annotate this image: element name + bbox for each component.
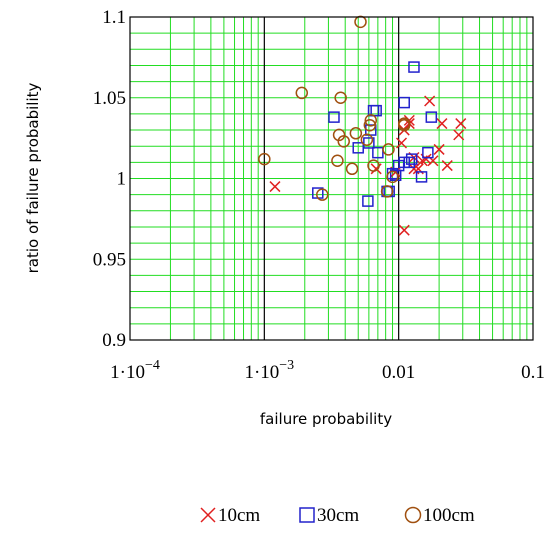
- data-point-100cm: [382, 143, 395, 156]
- legend-marker-100cm: [404, 506, 422, 524]
- marker-stroke: [455, 118, 467, 130]
- data-point-10cm: [269, 181, 281, 193]
- data-point-100cm: [386, 170, 399, 184]
- data-point-30cm: [328, 111, 340, 123]
- y-tick-label: 1.1: [102, 7, 126, 28]
- marker-stroke: [395, 137, 408, 149]
- legend-marker-10cm: [200, 507, 216, 523]
- data-point-100cm: [354, 15, 367, 29]
- y-tick-label: 0.95: [93, 249, 126, 270]
- y-tick-label: 1.05: [93, 88, 126, 109]
- data-point-100cm: [349, 127, 363, 140]
- points-layer: [258, 15, 467, 236]
- data-point-10cm: [453, 129, 465, 141]
- marker-stroke: [453, 129, 465, 141]
- data-point-30cm: [370, 104, 382, 117]
- y-tick-label: 0.9: [102, 330, 126, 351]
- ticks-layer: 0.9 0.95 1 1.05 1.1 1·10−4 1·10−3 0.01 0.1: [93, 7, 545, 383]
- x-tick-label: 1·10−3: [244, 358, 294, 383]
- data-point-100cm: [397, 118, 411, 132]
- data-point-10cm: [398, 224, 410, 236]
- data-point-10cm: [455, 118, 467, 130]
- marker-stroke: [427, 155, 439, 167]
- data-point-10cm: [441, 160, 453, 172]
- marker-stroke: [398, 224, 410, 236]
- series-100cm: [258, 15, 411, 201]
- grid-layer: [130, 16, 533, 341]
- data-point-30cm: [398, 96, 410, 109]
- data-point-100cm: [345, 162, 359, 176]
- data-point-100cm: [367, 159, 380, 172]
- marker-stroke: [269, 181, 281, 193]
- marker-stroke: [433, 143, 445, 155]
- legend: 10cm 30cm 100cm: [200, 505, 475, 526]
- x-tick-label: 0.01: [382, 362, 415, 383]
- marker-stroke: [420, 153, 432, 165]
- marker-stroke: [200, 507, 216, 523]
- data-point-30cm: [422, 146, 434, 159]
- marker-stroke: [441, 160, 453, 172]
- data-point-100cm: [380, 185, 394, 198]
- legend-marker-30cm: [299, 507, 315, 523]
- data-point-100cm: [316, 188, 329, 201]
- legend-label-100cm: 100cm: [423, 505, 475, 526]
- data-point-30cm: [363, 137, 375, 149]
- y-tick-label: 1: [117, 169, 127, 190]
- marker-stroke: [436, 118, 448, 130]
- data-point-100cm: [331, 154, 344, 167]
- data-point-10cm: [424, 95, 436, 107]
- data-point-30cm: [425, 111, 438, 123]
- y-axis-label: ratio of failure probability: [24, 83, 42, 274]
- data-point-30cm: [362, 195, 374, 207]
- data-point-10cm: [433, 143, 445, 155]
- data-point-100cm: [258, 152, 271, 166]
- data-point-30cm: [408, 61, 420, 73]
- data-point-100cm: [364, 114, 378, 127]
- data-point-30cm: [372, 146, 384, 159]
- marker-stroke: [412, 163, 424, 175]
- data-point-10cm: [436, 118, 448, 130]
- data-point-10cm: [395, 137, 408, 149]
- legend-label-30cm: 30cm: [317, 505, 359, 526]
- data-point-30cm: [415, 171, 428, 183]
- plot-frame: [129, 16, 534, 341]
- x-axis-label: failure probability: [260, 410, 392, 428]
- data-point-100cm: [337, 135, 350, 148]
- data-point-100cm: [360, 133, 374, 146]
- marker-stroke: [424, 95, 436, 107]
- x-tick-label: 1·10−4: [110, 358, 160, 383]
- data-point-30cm: [405, 153, 418, 165]
- series-10cm: [269, 95, 467, 236]
- data-point-100cm: [363, 118, 377, 132]
- x-tick-label: 0.1: [521, 362, 545, 383]
- data-point-30cm: [403, 156, 416, 169]
- data-point-100cm: [334, 91, 347, 104]
- legend-label-10cm: 10cm: [218, 505, 260, 526]
- data-point-100cm: [295, 86, 309, 100]
- series-30cm: [312, 61, 438, 207]
